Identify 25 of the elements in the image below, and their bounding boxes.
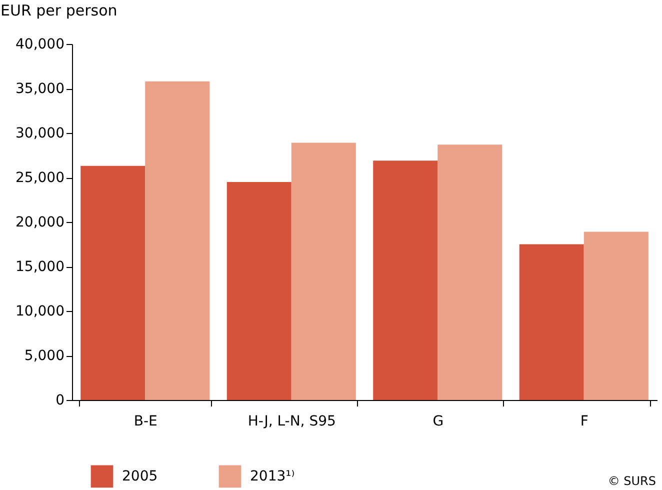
bar xyxy=(438,144,502,400)
x-tick-label: H-J, L-N, S95 xyxy=(248,414,336,430)
y-tick-label: 30,000 xyxy=(16,126,64,142)
y-tick-label: 15,000 xyxy=(16,259,64,275)
y-tick-label: 35,000 xyxy=(16,81,64,97)
bar xyxy=(584,232,648,400)
x-tick-label: F xyxy=(580,414,588,430)
bar xyxy=(80,166,146,400)
bar xyxy=(373,160,438,400)
bar xyxy=(519,244,584,400)
y-tick-label: 40,000 xyxy=(16,36,64,52)
x-tick-label: B-E xyxy=(134,414,158,430)
y-tick-label: 25,000 xyxy=(16,170,64,186)
text: © SURS xyxy=(608,474,656,488)
bar xyxy=(226,182,292,400)
y-tick-label: 5,000 xyxy=(24,348,64,364)
y-tick-label: 0 xyxy=(56,392,64,408)
bar xyxy=(145,81,210,400)
legend-label: 2013¹⁾ xyxy=(250,468,295,484)
legend-label: 2005 xyxy=(122,468,158,484)
y-axis-title: EUR per person xyxy=(0,2,118,20)
y-tick-label: 20,000 xyxy=(16,214,64,230)
y-tick-label: 10,000 xyxy=(16,304,64,320)
x-tick-label: G xyxy=(432,414,444,430)
bar xyxy=(291,142,356,400)
